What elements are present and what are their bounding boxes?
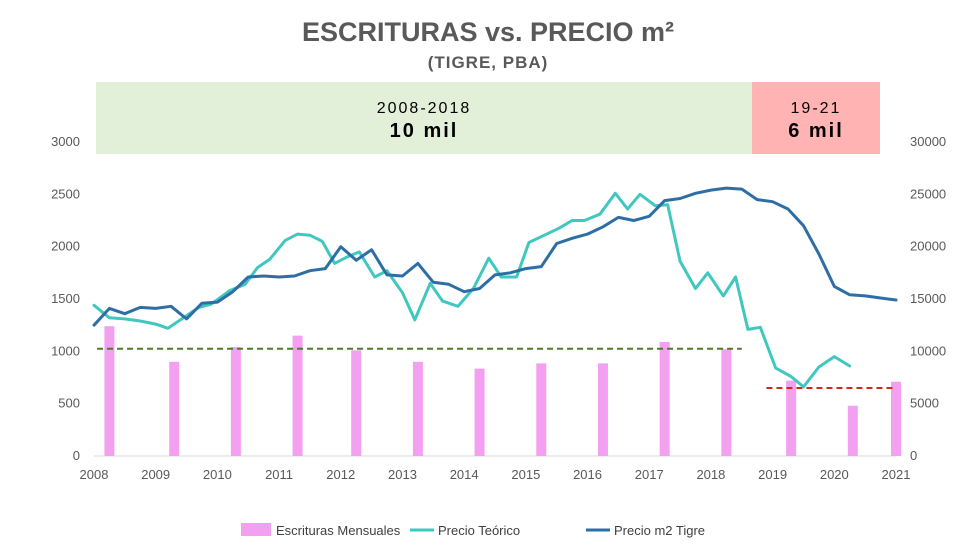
x-tick-label: 2015 bbox=[511, 467, 540, 482]
bar-escrituras bbox=[786, 380, 797, 456]
y-right-tick-label: 30000 bbox=[910, 134, 946, 149]
legend: Escrituras Mensuales Precio Teórico Precio… bbox=[241, 523, 705, 538]
legend-label-2: Precio m2 Tigre bbox=[614, 523, 705, 538]
x-tick-label: 2013 bbox=[388, 467, 417, 482]
bar-escrituras bbox=[351, 350, 362, 456]
bar-escrituras bbox=[104, 326, 115, 456]
period-box-1 bbox=[752, 82, 880, 154]
bar-escrituras bbox=[474, 368, 485, 456]
period-box-0-total: 10 mil bbox=[390, 120, 459, 142]
bar-escrituras bbox=[412, 361, 423, 456]
period-box-1-range: 19-21 bbox=[791, 100, 842, 117]
legend-label-1: Precio Teórico bbox=[438, 523, 520, 538]
bar-escrituras bbox=[230, 347, 241, 456]
y-left-tick-label: 1000 bbox=[51, 343, 80, 358]
line-precio-m2-tigre bbox=[92, 186, 898, 327]
bars-escrituras bbox=[104, 326, 901, 456]
x-tick-label: 2010 bbox=[203, 467, 232, 482]
y-left-tick-label: 0 bbox=[73, 448, 80, 463]
x-tick-label: 2011 bbox=[265, 467, 293, 482]
bar-escrituras bbox=[292, 335, 303, 456]
x-tick-label: 2016 bbox=[573, 467, 602, 482]
x-tick-label: 2014 bbox=[450, 467, 479, 482]
bar-escrituras bbox=[721, 349, 732, 456]
y-right-tick-label: 15000 bbox=[910, 291, 946, 306]
period-box-1-total: 6 mil bbox=[788, 120, 844, 142]
x-tick-label: 2017 bbox=[635, 467, 664, 482]
y-right-tick-label: 10000 bbox=[910, 343, 946, 358]
period-box-0 bbox=[96, 82, 752, 154]
chart-subtitle: (TIGRE, PBA) bbox=[428, 53, 549, 72]
bar-escrituras bbox=[536, 363, 547, 456]
bar-escrituras bbox=[169, 361, 180, 456]
x-tick-label: 2009 bbox=[141, 467, 170, 482]
line-series bbox=[92, 186, 898, 389]
x-tick-label: 2021 bbox=[882, 467, 911, 482]
bar-escrituras bbox=[847, 405, 858, 456]
bar-escrituras bbox=[597, 363, 608, 456]
legend-swatch-0 bbox=[241, 523, 271, 536]
y-right-tick-label: 5000 bbox=[910, 396, 939, 411]
axes: 0500100015002000250030000500010000150002… bbox=[51, 134, 946, 482]
legend-label-0: Escrituras Mensuales bbox=[276, 523, 401, 538]
period-boxes: 2008-2018 10 mil 19-21 6 mil bbox=[96, 82, 880, 154]
x-tick-label: 2019 bbox=[758, 467, 787, 482]
y-left-tick-label: 2500 bbox=[51, 186, 80, 201]
x-tick-label: 2012 bbox=[326, 467, 355, 482]
y-left-tick-label: 1500 bbox=[51, 291, 80, 306]
reference-lines bbox=[97, 347, 896, 389]
y-right-tick-label: 0 bbox=[910, 448, 917, 463]
chart-title: ESCRITURAS vs. PRECIO m² bbox=[302, 17, 674, 47]
y-left-tick-label: 500 bbox=[58, 396, 80, 411]
period-box-0-range: 2008-2018 bbox=[377, 100, 472, 117]
x-tick-label: 2020 bbox=[820, 467, 849, 482]
y-left-tick-label: 2000 bbox=[51, 239, 80, 254]
x-tick-label: 2008 bbox=[80, 467, 109, 482]
bar-escrituras bbox=[659, 341, 670, 456]
y-right-tick-label: 25000 bbox=[910, 186, 946, 201]
y-right-tick-label: 20000 bbox=[910, 239, 946, 254]
bar-escrituras bbox=[891, 381, 901, 456]
y-left-tick-label: 3000 bbox=[51, 134, 80, 149]
x-tick-label: 2018 bbox=[696, 467, 725, 482]
